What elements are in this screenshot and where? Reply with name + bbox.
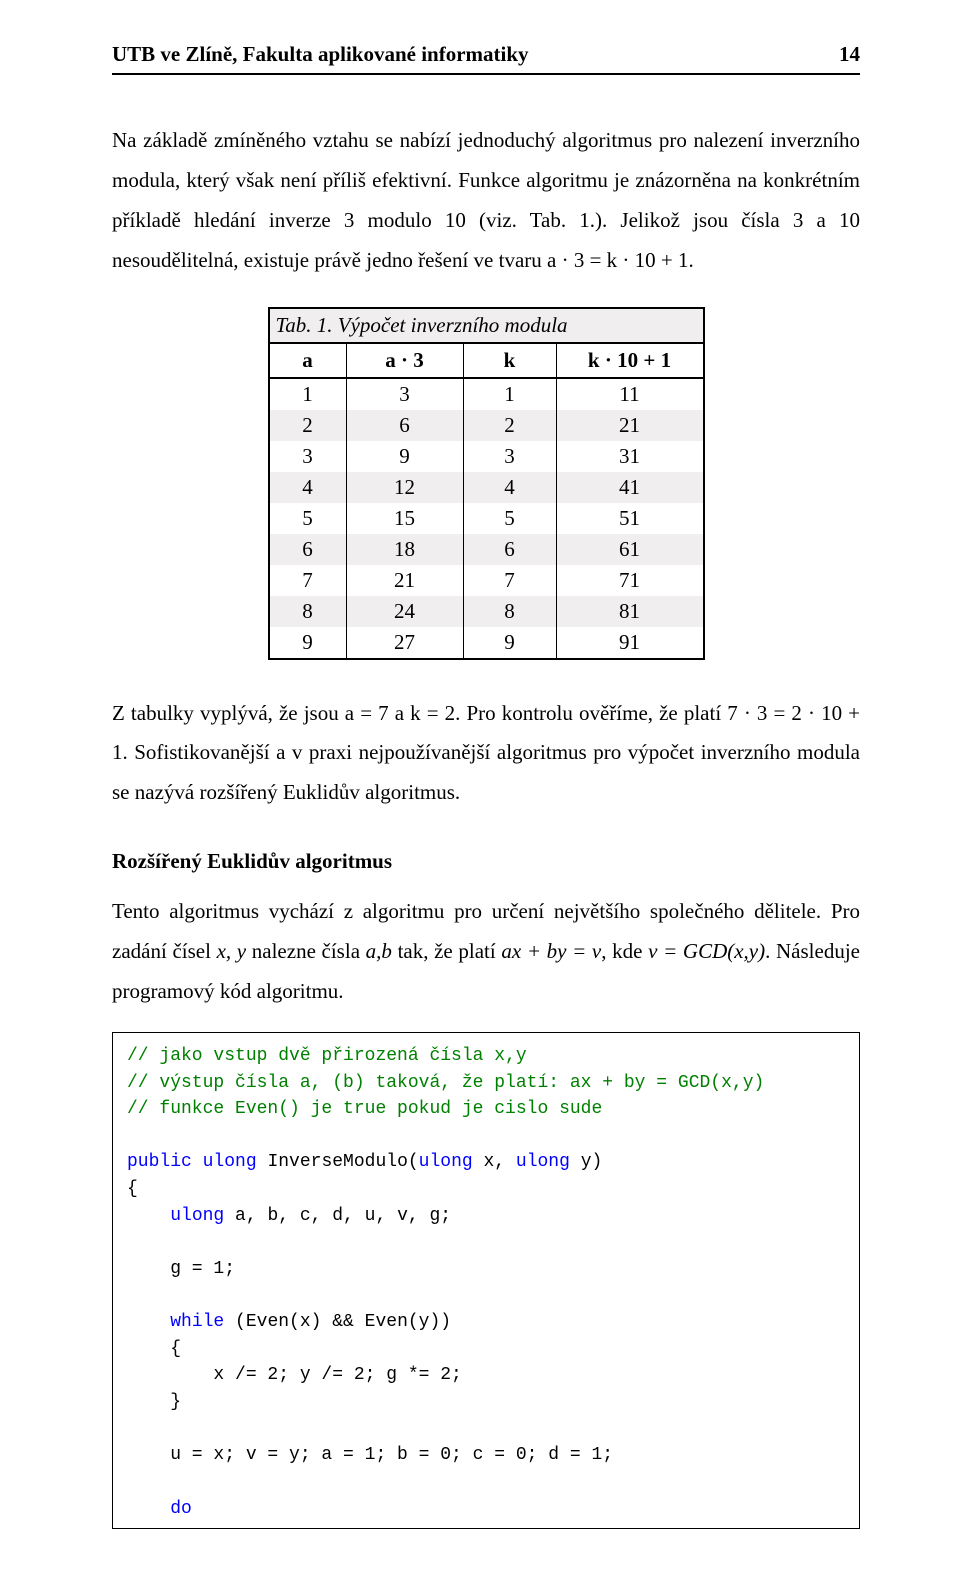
code-listing: // jako vstup dvě přirozená čísla x,y //… [112, 1032, 860, 1529]
table-row: 8 24 8 81 [269, 596, 704, 627]
code-text: g = 1; [127, 1259, 235, 1279]
code-keyword: do [170, 1499, 192, 1519]
header-title: UTB ve Zlíně, Fakulta aplikované informa… [112, 42, 529, 67]
cell: 91 [556, 627, 704, 659]
cell: 6 [269, 534, 347, 565]
col-a: a [269, 343, 347, 378]
col-k: k [463, 343, 556, 378]
page-header: UTB ve Zlíně, Fakulta aplikované informa… [112, 42, 860, 75]
code-text: { [127, 1179, 138, 1199]
table-row: 2 6 2 21 [269, 410, 704, 441]
code-text: u = x; v = y; a = 1; b = 0; c = 0; d = 1… [127, 1445, 613, 1465]
cell: 1 [463, 378, 556, 410]
cell: 3 [346, 378, 463, 410]
cell: 51 [556, 503, 704, 534]
code-keyword: while [170, 1312, 224, 1332]
table-row: 7 21 7 71 [269, 565, 704, 596]
cell: 6 [346, 410, 463, 441]
p3-italic-eq: ax + by = v [501, 939, 601, 963]
p3-italic-xy: x, y [217, 939, 247, 963]
cell: 6 [463, 534, 556, 565]
code-keyword: ulong [203, 1152, 257, 1172]
cell: 24 [346, 596, 463, 627]
table-row: 3 9 3 31 [269, 441, 704, 472]
cell: 15 [346, 503, 463, 534]
table-caption: Tab. 1. Výpočet inverzního modula [268, 307, 705, 343]
code-keyword: ulong [170, 1206, 224, 1226]
code-comment: // výstup čísla a, (b) taková, že platí:… [127, 1073, 764, 1093]
cell: 27 [346, 627, 463, 659]
cell: 11 [556, 378, 704, 410]
code-text: { [127, 1339, 181, 1359]
cell: 7 [463, 565, 556, 596]
table-row: 5 15 5 51 [269, 503, 704, 534]
table-row: 4 12 4 41 [269, 472, 704, 503]
code-text: (Even(x) && Even(y)) [224, 1312, 451, 1332]
cell: 8 [463, 596, 556, 627]
table-row: 6 18 6 61 [269, 534, 704, 565]
document-page: UTB ve Zlíně, Fakulta aplikované informa… [0, 0, 960, 1569]
code-keyword: ulong [516, 1152, 570, 1172]
cell: 9 [269, 627, 347, 659]
code-comment: // jako vstup dvě přirozená čísla x,y [127, 1046, 527, 1066]
cell: 2 [269, 410, 347, 441]
cell: 5 [269, 503, 347, 534]
cell: 41 [556, 472, 704, 503]
col-a3: a · 3 [346, 343, 463, 378]
code-comment: // funkce Even() je true pokud je cislo … [127, 1099, 602, 1119]
code-text: } [127, 1392, 181, 1412]
code-text: InverseModulo( [257, 1152, 419, 1172]
cell: 21 [346, 565, 463, 596]
cell: 2 [463, 410, 556, 441]
p3-italic-v: v = GCD(x,y) [648, 939, 765, 963]
code-keyword: public [127, 1152, 192, 1172]
cell: 4 [463, 472, 556, 503]
cell: 18 [346, 534, 463, 565]
cell: 12 [346, 472, 463, 503]
code-text: x /= 2; y /= 2; g *= 2; [127, 1365, 462, 1385]
cell: 3 [463, 441, 556, 472]
cell: 3 [269, 441, 347, 472]
table-row: 1 3 1 11 [269, 378, 704, 410]
code-text: y) [570, 1152, 602, 1172]
inverse-modulo-table: Tab. 1. Výpočet inverzního modula a a · … [268, 307, 705, 660]
cell: 21 [556, 410, 704, 441]
p3-part-c: tak, že platí [392, 939, 501, 963]
cell: 1 [269, 378, 347, 410]
subheading-euklid: Rozšířený Euklidův algoritmus [112, 849, 860, 874]
cell: 71 [556, 565, 704, 596]
paragraph-3: Tento algoritmus vychází z algoritmu pro… [112, 892, 860, 1012]
code-text [127, 1499, 170, 1519]
table-header-row: a a · 3 k k · 10 + 1 [269, 343, 704, 378]
paragraph-2: Z tabulky vyplývá, že jsou a = 7 a k = 2… [112, 694, 860, 814]
table-wrap: Tab. 1. Výpočet inverzního modula a a · … [112, 307, 860, 660]
cell: 8 [269, 596, 347, 627]
cell: 5 [463, 503, 556, 534]
cell: 9 [463, 627, 556, 659]
page-number: 14 [839, 42, 860, 67]
table-body: 1 3 1 11 2 6 2 21 3 9 3 31 [269, 378, 704, 659]
cell: 7 [269, 565, 347, 596]
cell: 31 [556, 441, 704, 472]
cell: 61 [556, 534, 704, 565]
p3-part-d: , kde [601, 939, 648, 963]
paragraph-1: Na základě zmíněného vztahu se nabízí je… [112, 121, 860, 281]
cell: 4 [269, 472, 347, 503]
cell: 81 [556, 596, 704, 627]
code-text [127, 1312, 170, 1332]
p3-part-b: nalezne čísla [246, 939, 366, 963]
col-k10: k · 10 + 1 [556, 343, 704, 378]
cell: 9 [346, 441, 463, 472]
code-text [127, 1206, 170, 1226]
code-text: a, b, c, d, u, v, g; [224, 1206, 451, 1226]
p3-italic-ab: a,b [366, 939, 392, 963]
code-text: x, [473, 1152, 516, 1172]
table-row: 9 27 9 91 [269, 627, 704, 659]
code-keyword: ulong [419, 1152, 473, 1172]
